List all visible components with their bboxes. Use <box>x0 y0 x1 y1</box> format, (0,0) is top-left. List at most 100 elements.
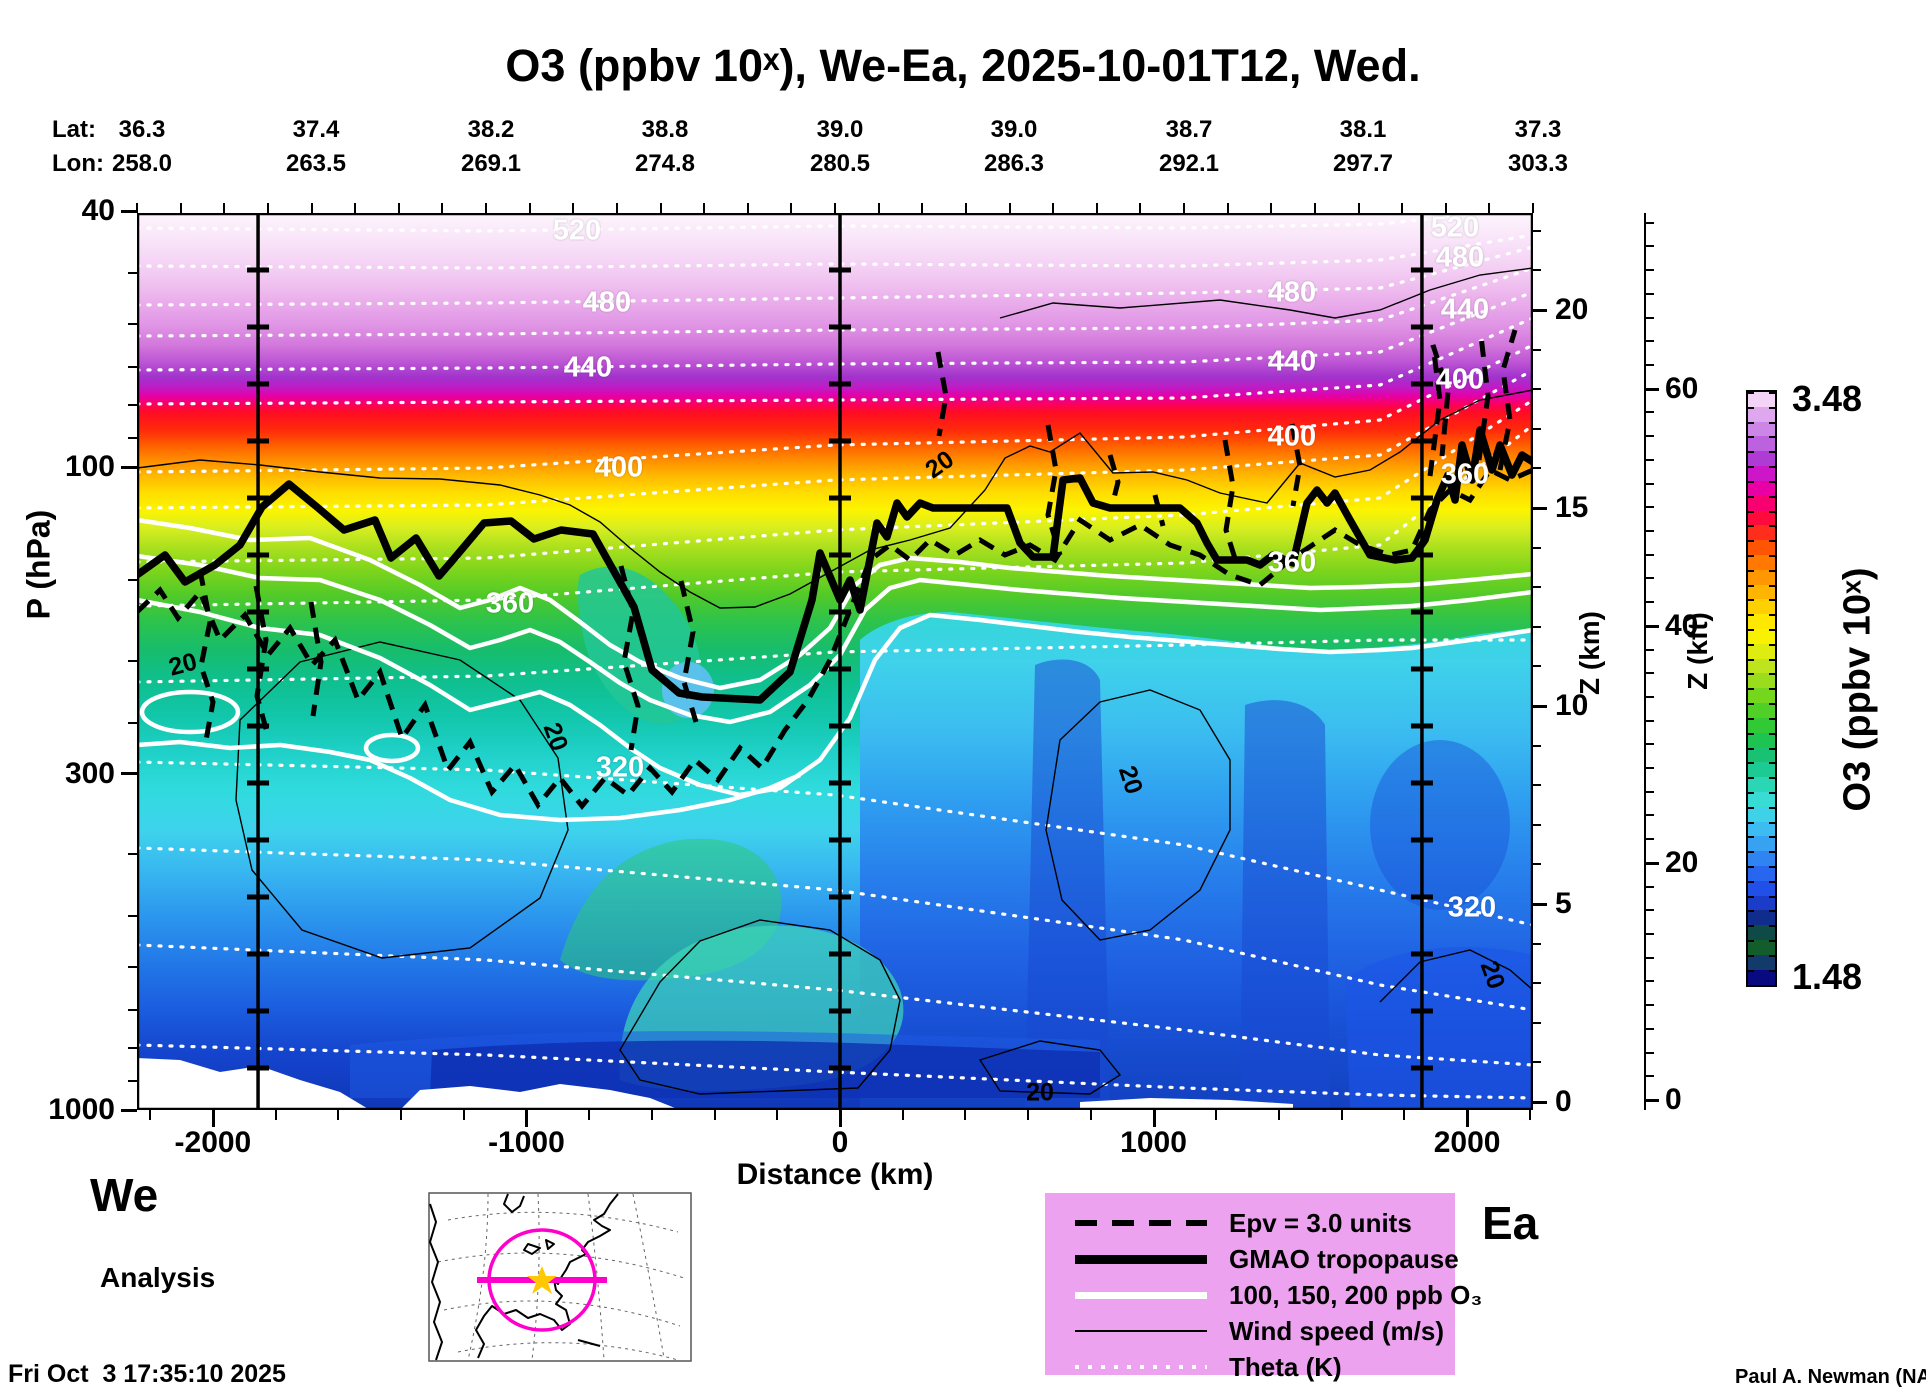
colorbar-tick <box>1748 732 1754 735</box>
colorbar-min: 1.48 <box>1792 956 1863 997</box>
top-minor-tick <box>223 203 226 213</box>
colorbar-tick <box>1769 732 1775 735</box>
colorbar-tick <box>1748 925 1754 928</box>
colorbar-max: 3.48 <box>1792 378 1863 419</box>
lon-row: Lon: 258.0 263.5 269.1 274.8 280.5 286.3 292.1… <box>0 150 1926 184</box>
top-minor-tick <box>615 203 618 213</box>
colorbar-segment <box>1748 777 1775 792</box>
lon-value: 263.5 <box>285 150 347 177</box>
colorbar-tick <box>1769 925 1775 928</box>
colorbar-segment <box>1748 880 1775 896</box>
zkft-major-tick <box>1646 1099 1659 1102</box>
pressure-major-tick <box>121 772 137 776</box>
colorbar-tick <box>1769 673 1775 676</box>
colorbar-segment <box>1748 643 1775 659</box>
colorbar-tick <box>1748 540 1754 543</box>
top-minor-tick <box>354 203 357 213</box>
colorbar-tick <box>1748 762 1754 765</box>
lat-value: 38.1 <box>1339 116 1387 143</box>
colorbar-segment <box>1748 925 1775 941</box>
colorbar-tick <box>1748 569 1754 572</box>
colorbar-segment <box>1748 688 1775 704</box>
colorbar-segment <box>1748 510 1775 526</box>
map-coastline <box>429 1193 619 1361</box>
colorbar-segment <box>1748 791 1775 807</box>
colorbar-segment <box>1748 895 1775 911</box>
lat-value: 36.3 <box>118 116 166 143</box>
colorbar-segment <box>1748 762 1775 778</box>
distance-minor-tick <box>1403 1110 1406 1120</box>
legend-label: Wind speed (m/s) <box>1229 1315 1445 1346</box>
zkm-minor-tick <box>1533 625 1541 628</box>
zkft-major-tick <box>1646 387 1659 391</box>
colorbar-tick <box>1748 525 1754 528</box>
zkm-tick-label: 15 <box>1555 491 1589 524</box>
colorbar-tick <box>1769 584 1775 587</box>
colorbar-tick <box>1769 688 1775 691</box>
zkft-minor-tick <box>1646 577 1654 580</box>
distance-minor-tick <box>149 1110 152 1120</box>
zkft-minor-tick <box>1646 292 1654 295</box>
colorbar-tick <box>1748 643 1754 646</box>
distance-minor-tick <box>1027 1110 1030 1120</box>
distance-minor-tick <box>964 1110 967 1120</box>
legend-box: Epv = 3.0 units GMAO tropopause 100, 150, … <box>1045 1193 1482 1382</box>
distance-major-tick <box>1152 1110 1156 1127</box>
legend-row: Epv = 3.0 units <box>1075 1205 1455 1241</box>
zkm-minor-tick <box>1533 348 1541 351</box>
zkft-minor-tick <box>1646 838 1654 841</box>
top-minor-tick <box>397 203 400 213</box>
pressure-minor-tick <box>128 323 137 326</box>
colorbar-tick <box>1748 836 1754 839</box>
analysis-label: Analysis <box>100 1262 216 1293</box>
zkm-minor-tick <box>1533 744 1541 747</box>
legend-row: Theta (K) <box>1075 1349 1455 1385</box>
legend-thick-black-line-icon <box>1075 1254 1207 1264</box>
lat-value: 38.2 <box>467 116 515 143</box>
colorbar-segment <box>1748 540 1775 555</box>
distance-minor-tick <box>713 1110 716 1120</box>
page-title: O3 (ppbv 10ˣ), We-Ea, 2025-10-01T12, Wed… <box>505 40 1421 91</box>
colorbar-segment <box>1748 910 1775 926</box>
top-minor-tick <box>1183 203 1185 213</box>
zkft-minor-tick <box>1646 743 1654 746</box>
colorbar-tick <box>1748 406 1754 409</box>
top-minor-tick <box>1052 203 1055 213</box>
colorbar-segment <box>1748 658 1775 674</box>
zkft-minor-tick <box>1646 435 1654 438</box>
zkft-major-tick <box>1646 624 1659 628</box>
colorbar-tick <box>1769 940 1775 943</box>
zkft-tick-label: 20 <box>1665 845 1699 879</box>
pressure-minor-tick <box>128 366 137 369</box>
terrain-white-right <box>1080 1098 1293 1110</box>
colorbar-tick <box>1748 910 1754 913</box>
pressure-axis-label: P (hPa) <box>20 509 57 620</box>
cross-section-plot: 520 520 480 480 480 440 440 440 400 400 400 360 360 3… <box>137 212 1533 1110</box>
zkm-minor-tick <box>1533 823 1541 826</box>
lon-value: 258.0 <box>111 150 173 177</box>
pressure-major-tick <box>121 465 137 469</box>
colorbar-tick <box>1769 777 1775 780</box>
distance-tick-label: -2000 <box>174 1126 252 1159</box>
colorbar-tick <box>1769 747 1775 750</box>
colorbar-tick <box>1748 880 1754 883</box>
distance-minor-tick <box>588 1110 591 1120</box>
lon-value: 280.5 <box>809 150 871 177</box>
distance-minor-tick <box>776 1110 779 1120</box>
colorbar-tick <box>1769 466 1775 469</box>
colorbar-tick <box>1769 495 1775 498</box>
pressure-minor-tick <box>128 1046 137 1049</box>
pressure-minor-tick <box>128 915 137 918</box>
top-minor-tick <box>1488 203 1491 213</box>
top-minor-tick <box>1139 203 1142 213</box>
top-minor-tick <box>877 203 880 213</box>
top-minor-tick <box>1357 203 1360 213</box>
colorbar-tick <box>1748 554 1754 557</box>
colorbar-tick <box>1769 821 1775 824</box>
top-minor-tick <box>1008 203 1011 213</box>
top-minor-tick <box>1532 203 1534 213</box>
lat-row: Lat: 36.3 37.4 38.2 38.8 39.0 39.0 38.7 38.1 37.… <box>0 116 1926 150</box>
zkm-tick-label: 20 <box>1555 293 1589 326</box>
pressure-minor-tick <box>128 1079 137 1082</box>
